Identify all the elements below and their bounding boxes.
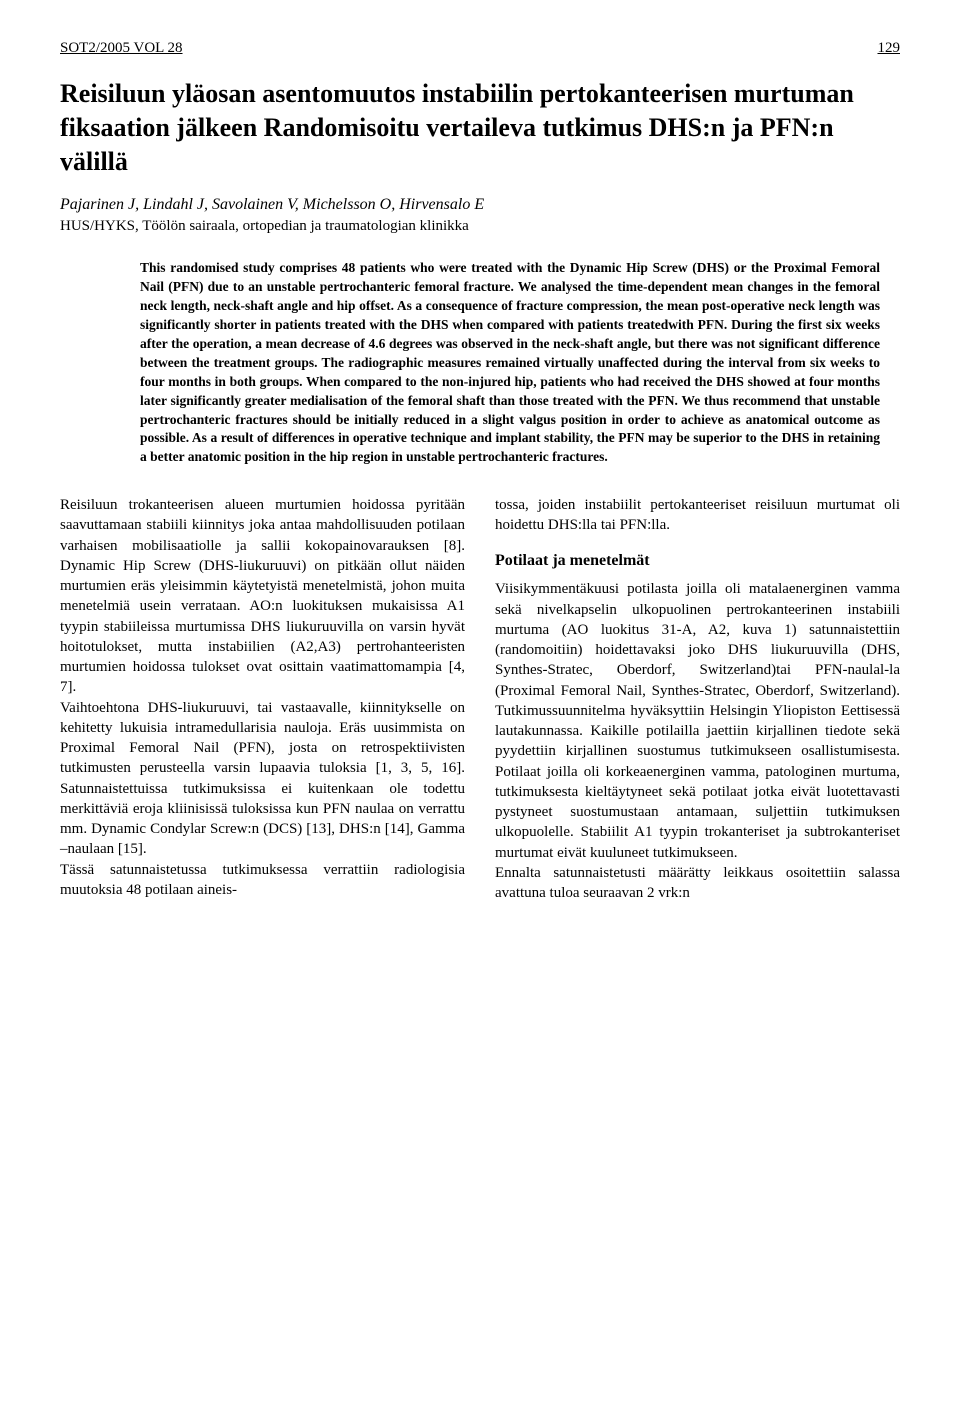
right-p3: Ennalta satunnaistetusti määrätty leikka… bbox=[495, 863, 900, 904]
abstract-text: This randomised study comprises 48 patie… bbox=[140, 259, 880, 467]
authors-line: Pajarinen J, Lindahl J, Savolainen V, Mi… bbox=[60, 196, 900, 214]
header-journal: SOT2/2005 VOL 28 bbox=[60, 40, 183, 57]
left-column: Reisiluun trokanteerisen alueen murtumie… bbox=[60, 495, 465, 903]
left-p2: Vaihtoehtona DHS-liukuruuvi, tai vastaav… bbox=[60, 698, 465, 860]
right-column: tossa, joiden instabiilit pertokanteeris… bbox=[495, 495, 900, 903]
section-heading: Potilaat ja menetelmät bbox=[495, 550, 900, 572]
right-p1: tossa, joiden instabiilit pertokanteeris… bbox=[495, 495, 900, 536]
left-p1: Reisiluun trokanteerisen alueen murtumie… bbox=[60, 495, 465, 698]
right-p2: Viisikymmentäkuusi potilasta joilla oli … bbox=[495, 579, 900, 863]
body-columns: Reisiluun trokanteerisen alueen murtumie… bbox=[60, 495, 900, 903]
left-p3: Tässä satunnaistetussa tutkimuksessa ver… bbox=[60, 860, 465, 901]
header-page: 129 bbox=[878, 40, 901, 57]
affiliation-line: HUS/HYKS, Töölön sairaala, ortopedian ja… bbox=[60, 218, 900, 235]
article-title: Reisiluun yläosan asentomuutos instabiil… bbox=[60, 77, 900, 178]
